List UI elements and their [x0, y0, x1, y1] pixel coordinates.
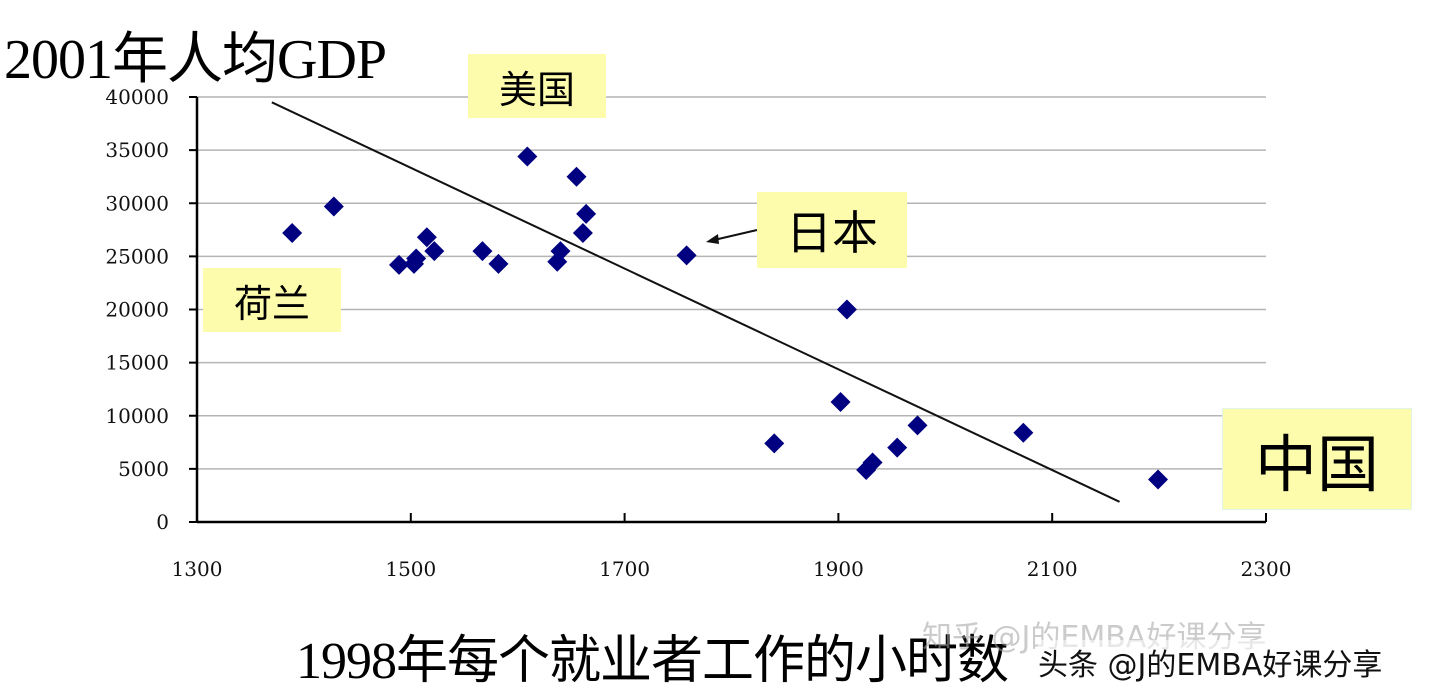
diamond-marker	[830, 391, 851, 412]
diamond-marker	[282, 223, 303, 243]
diamond-marker	[424, 241, 445, 262]
callout-netherlands: 荷兰	[203, 268, 341, 332]
diamond-marker	[566, 166, 587, 187]
diamond-marker	[406, 248, 427, 269]
diamond-marker	[517, 146, 538, 167]
diamond-marker	[576, 203, 597, 224]
data-points	[282, 146, 1169, 490]
diamond-marker	[550, 241, 571, 262]
trendline	[271, 101, 1120, 503]
diamond-marker	[676, 245, 697, 266]
trendline-segment	[271, 101, 1120, 503]
diamond-marker	[488, 253, 509, 274]
diamond-marker	[764, 433, 785, 454]
chart-title: 2001年人均GDP	[4, 29, 387, 91]
y-tick-label: 30000	[105, 191, 169, 215]
y-tick-label: 5000	[118, 457, 169, 481]
callout-netherlands-label: 荷兰	[233, 281, 310, 326]
y-tick-label: 20000	[105, 298, 169, 322]
gridlines	[197, 96, 1266, 470]
watermark: 头条 @J的EMBA好课分享	[1038, 640, 1383, 684]
diamond-marker	[862, 452, 883, 473]
x-tick-label: 2300	[1241, 557, 1292, 581]
diamond-marker	[907, 415, 928, 436]
y-tick-label: 40000	[105, 85, 169, 109]
arrow-shaft	[713, 229, 758, 241]
y-tick-label: 35000	[105, 138, 169, 162]
callout-us-label: 美国	[498, 67, 575, 112]
x-axis-ticks: 1300 1500 1700 1900 2100 2300	[172, 513, 1292, 581]
diamond-marker	[887, 437, 908, 458]
x-tick-label: 1500	[385, 557, 436, 581]
callout-japan-label: 日本	[786, 206, 878, 260]
diamond-marker	[416, 227, 437, 248]
diamond-marker	[1148, 469, 1169, 490]
japan-arrow-icon	[706, 229, 758, 244]
diamond-marker	[572, 223, 593, 243]
diamond-marker	[836, 299, 857, 320]
y-tick-label: 25000	[105, 244, 169, 268]
callout-japan: 日本	[757, 192, 907, 268]
x-tick-label: 1300	[172, 557, 223, 581]
diamond-marker	[472, 241, 493, 262]
x-tick-label: 1900	[813, 557, 864, 581]
x-axis-label: 1998年每个就业者工作的小时数	[296, 633, 1009, 690]
callout-us: 美国	[468, 54, 606, 118]
y-tick-label: 10000	[105, 404, 169, 428]
y-tick-label: 15000	[105, 351, 169, 375]
callout-china-label: 中国	[1254, 428, 1379, 501]
callout-china: 中国	[1222, 408, 1412, 510]
y-tick-label: 0	[156, 510, 169, 534]
arrow-head	[706, 234, 719, 244]
y-axis-ticks: 0 5000 10000 15000 20000 25000 30000 35000 40000	[105, 85, 197, 534]
x-tick-label: 2100	[1027, 557, 1078, 581]
diamond-marker	[1013, 422, 1034, 443]
x-tick-label: 1700	[599, 557, 650, 581]
diamond-marker	[389, 254, 410, 275]
diamond-marker	[323, 196, 344, 217]
